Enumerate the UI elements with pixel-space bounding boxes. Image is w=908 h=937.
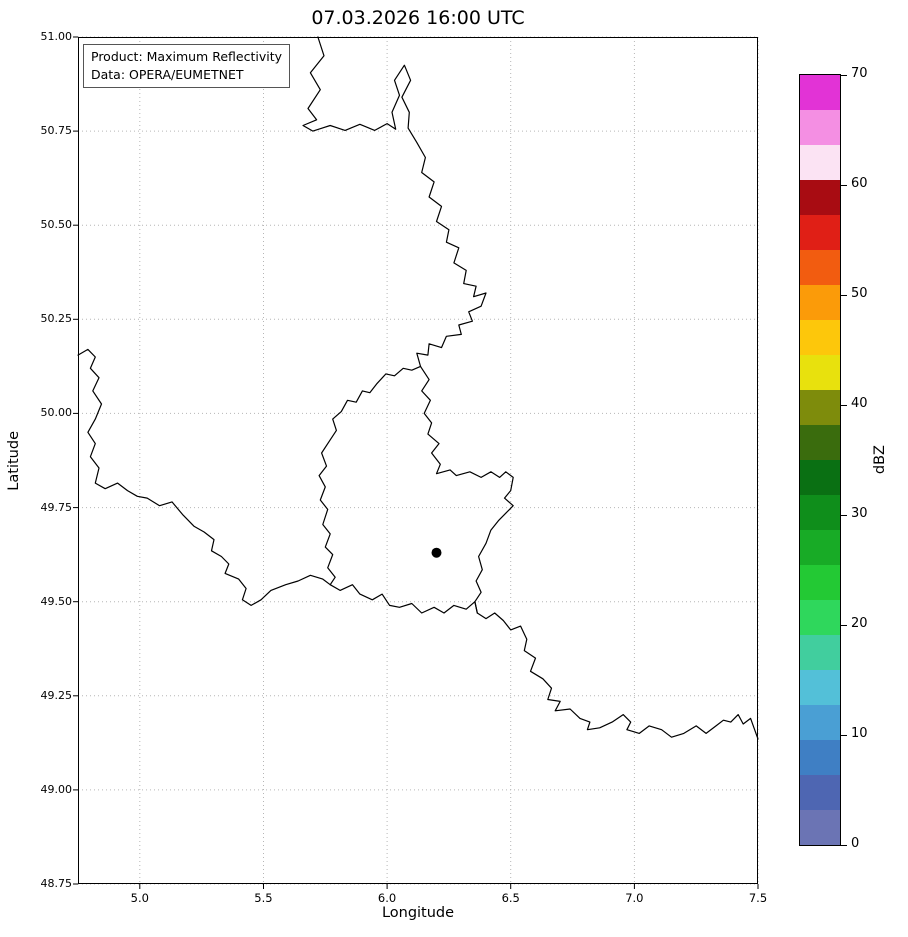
axes-frame — [78, 37, 758, 884]
border-france-belgium-border — [77, 348, 331, 607]
colorbar-tick-label: 10 — [851, 726, 868, 741]
x-tick-label: 7.0 — [625, 891, 644, 905]
y-tick-label: 49.75 — [40, 500, 73, 514]
annotation-box: Product: Maximum Reflectivity Data: OPER… — [83, 44, 291, 89]
x-tick-label: 6.5 — [501, 891, 520, 905]
radar-marker — [431, 547, 442, 558]
annotation-source-line: Data: OPERA/EUMETNET — [91, 67, 244, 83]
y-tick-label: 50.50 — [40, 218, 73, 232]
colorbar-band — [800, 390, 840, 425]
colorbar-tick-mark — [841, 184, 847, 186]
colorbar-band — [800, 565, 840, 600]
x-tick-label: 5.0 — [130, 891, 149, 905]
colorbar-tick-label: 40 — [851, 396, 868, 411]
y-tick-label: 50.00 — [40, 406, 73, 420]
colorbar-band — [800, 460, 840, 495]
colorbar-tick-mark — [841, 294, 847, 296]
colorbar-band — [800, 670, 840, 705]
x-axis-label: Longitude — [381, 905, 455, 921]
annotation-product-line: Product: Maximum Reflectivity — [91, 49, 283, 64]
colorbar-label: dBZ — [872, 445, 888, 475]
colorbar-band — [800, 810, 840, 845]
colorbar-tick-mark — [841, 74, 847, 76]
colorbar-band — [800, 530, 840, 565]
y-tick-label: 49.25 — [40, 688, 73, 702]
colorbar-band — [800, 355, 840, 390]
colorbar-tick-label: 70 — [851, 66, 868, 81]
colorbar-band — [800, 425, 840, 460]
map-plot-area — [73, 36, 759, 889]
colorbar-tick-label: 30 — [851, 506, 868, 521]
colorbar-tick-mark — [841, 404, 847, 406]
y-axis-label: Latitude — [6, 430, 22, 491]
colorbar-band — [800, 635, 840, 670]
y-tick-label: 50.25 — [40, 312, 73, 326]
colorbar-tick-label: 0 — [851, 836, 860, 851]
colorbar-tick-mark — [841, 514, 847, 516]
y-axis-label-wrap: Latitude — [4, 37, 24, 884]
colorbar-band — [800, 145, 840, 180]
colorbar-band — [800, 495, 840, 530]
colorbar-band — [800, 110, 840, 145]
x-tick-label: 5.5 — [254, 891, 273, 905]
colorbar-band — [800, 250, 840, 285]
colorbar-band — [800, 600, 840, 635]
colorbar-tick-label: 20 — [851, 616, 868, 631]
y-tick-label: 51.00 — [40, 30, 73, 43]
y-tick-label: 49.00 — [40, 782, 73, 796]
x-tick-label: 6.0 — [377, 891, 397, 905]
colorbar-band — [800, 215, 840, 250]
colorbar-band — [800, 775, 840, 810]
colorbar-tick-label: 50 — [851, 286, 868, 301]
y-tick-label: 48.75 — [40, 877, 73, 890]
y-tick-label: 49.50 — [40, 594, 73, 608]
colorbar-band — [800, 740, 840, 775]
colorbar-tick-label: 60 — [851, 176, 868, 191]
colorbar-band — [800, 320, 840, 355]
border-luxembourg-west-south-border — [318, 365, 478, 614]
border-nl-be-de-lu-fr-border-chain — [302, 36, 759, 740]
colorbar-tick-mark — [841, 624, 847, 626]
plot-title: 07.03.2026 16:00 UTC — [311, 7, 525, 29]
colorbar-band — [800, 75, 840, 110]
colorbar-band — [800, 285, 840, 320]
colorbar-band — [800, 705, 840, 740]
colorbar-tick-mark — [841, 844, 847, 846]
colorbar-band — [800, 180, 840, 215]
colorbar — [799, 74, 841, 846]
x-tick-label: 7.5 — [748, 891, 768, 905]
y-tick-label: 50.75 — [40, 124, 73, 138]
colorbar-tick-mark — [841, 734, 847, 736]
